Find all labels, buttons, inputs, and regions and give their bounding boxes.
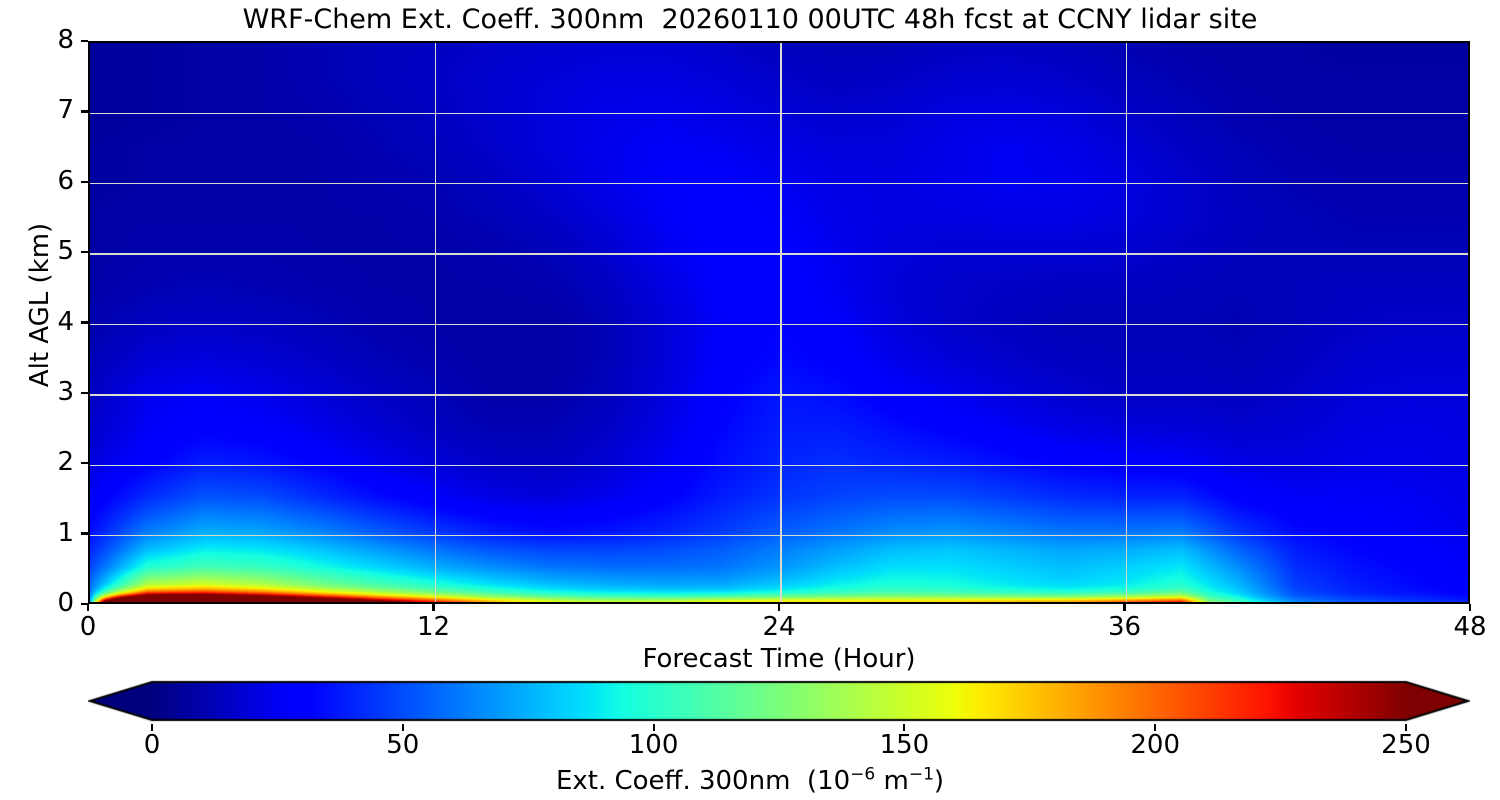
colorbar-tick-mark — [401, 724, 404, 731]
y-tick-mark — [81, 321, 88, 324]
x-tick-mark — [777, 604, 781, 611]
y-tick-mark — [81, 39, 88, 43]
x-tick-label: 48 — [1453, 612, 1487, 642]
x-tick-mark — [1468, 604, 1472, 611]
page-title: WRF-Chem Ext. Coeff. 300nm 20260110 00UT… — [242, 4, 1258, 35]
x-tick-label: 0 — [79, 612, 97, 642]
colorbar-tick-label: 50 — [386, 730, 420, 760]
y-tick-mark — [81, 180, 88, 183]
y-tick-mark — [81, 532, 88, 535]
colorbar-tick-mark — [150, 724, 154, 731]
colorbar: 0 50 100 150 200 250 Ext. Coeff. 300nm (10−6 … — [0, 676, 1500, 800]
colorbar-title: Ext. Coeff. 300nm (10−6 m−1) — [0, 766, 1500, 796]
y-tick-label: 8 — [57, 25, 74, 55]
colorbar-tick-label: 0 — [143, 730, 161, 760]
x-tick-mark — [86, 604, 90, 611]
y-tick-mark — [81, 110, 88, 113]
colorbar-title-exponent-meters: −1 — [908, 764, 934, 785]
colorbar-gradient — [88, 676, 1470, 726]
colorbar-title-mid: m — [875, 766, 909, 796]
x-axis-title: Forecast Time (Hour) — [642, 644, 916, 674]
x-tick-mark — [1123, 604, 1126, 611]
y-tick-label: 5 — [57, 236, 74, 267]
x-tick-label: 24 — [762, 612, 796, 642]
extinction-heatmap — [90, 43, 1468, 602]
y-tick-label: 0 — [57, 588, 74, 618]
colorbar-tick-mark — [1404, 724, 1408, 731]
colorbar-title-base: Ext. Coeff. 300nm (10 — [555, 766, 851, 796]
x-tick-mark — [432, 604, 435, 611]
colorbar-tick-mark — [1154, 724, 1157, 731]
colorbar-title-end: ) — [933, 766, 945, 796]
x-tick-label: 12 — [416, 612, 451, 642]
colorbar-tick-label: 100 — [628, 730, 679, 760]
y-tick-label: 7 — [57, 95, 74, 126]
colorbar-tick-label: 200 — [1130, 730, 1180, 760]
y-tick-mark — [81, 250, 88, 254]
y-tick-label: 3 — [57, 376, 74, 407]
heatmap-axes — [88, 41, 1470, 604]
y-tick-mark — [81, 391, 88, 395]
x-tick-label: 36 — [1107, 612, 1142, 642]
colorbar-title-exponent-meters-prefix: −6 — [850, 764, 876, 785]
y-tick-label: 6 — [57, 165, 74, 196]
y-tick-label: 1 — [57, 517, 74, 548]
y-tick-label: 4 — [57, 306, 74, 337]
colorbar-tick-mark — [652, 724, 655, 731]
y-tick-label: 2 — [57, 447, 74, 478]
colorbar-tick-mark — [903, 724, 906, 731]
colorbar-tick-label: 250 — [1381, 730, 1431, 760]
y-tick-mark — [81, 462, 88, 465]
colorbar-tick-label: 150 — [879, 730, 930, 760]
y-tick-mark — [81, 602, 88, 606]
y-axis-title: Alt AGL (km) — [25, 222, 55, 388]
